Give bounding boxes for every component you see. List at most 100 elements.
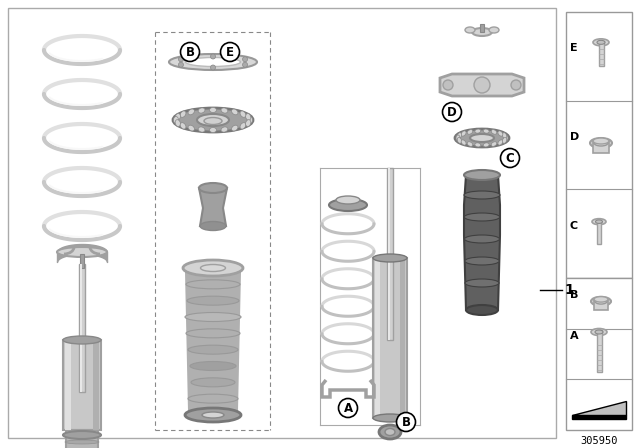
Ellipse shape <box>458 133 461 138</box>
Bar <box>63 340 101 430</box>
Ellipse shape <box>173 116 179 124</box>
Ellipse shape <box>470 134 494 142</box>
Ellipse shape <box>592 219 606 224</box>
Ellipse shape <box>63 336 101 344</box>
Ellipse shape <box>597 40 605 44</box>
Circle shape <box>443 80 453 90</box>
Circle shape <box>179 57 184 62</box>
Ellipse shape <box>464 191 500 199</box>
Circle shape <box>180 43 200 61</box>
Ellipse shape <box>190 362 236 370</box>
Ellipse shape <box>595 330 603 334</box>
Polygon shape <box>199 188 227 226</box>
Ellipse shape <box>175 113 180 121</box>
Ellipse shape <box>188 125 195 131</box>
Ellipse shape <box>489 27 499 33</box>
Ellipse shape <box>461 140 466 145</box>
Ellipse shape <box>183 260 243 276</box>
Circle shape <box>243 57 248 62</box>
Ellipse shape <box>221 108 228 113</box>
Bar <box>597 221 601 244</box>
Ellipse shape <box>591 328 607 336</box>
Ellipse shape <box>209 108 216 112</box>
Ellipse shape <box>498 131 503 136</box>
Ellipse shape <box>373 414 407 422</box>
Ellipse shape <box>492 129 497 134</box>
Bar <box>93 340 99 430</box>
Bar <box>480 24 484 32</box>
Bar <box>566 12 632 278</box>
Ellipse shape <box>185 408 241 422</box>
Ellipse shape <box>200 264 225 271</box>
Ellipse shape <box>461 131 466 136</box>
Text: D: D <box>570 132 579 142</box>
Ellipse shape <box>175 120 180 126</box>
Bar <box>373 258 407 418</box>
Ellipse shape <box>65 440 99 444</box>
Ellipse shape <box>246 120 251 126</box>
Ellipse shape <box>173 108 253 132</box>
Ellipse shape <box>472 28 492 36</box>
Ellipse shape <box>63 431 101 439</box>
Ellipse shape <box>198 127 205 132</box>
Circle shape <box>211 54 216 59</box>
Circle shape <box>474 77 490 93</box>
Ellipse shape <box>379 425 401 439</box>
Ellipse shape <box>458 138 461 143</box>
Ellipse shape <box>209 128 216 133</box>
Ellipse shape <box>594 297 608 302</box>
Ellipse shape <box>373 254 407 262</box>
Ellipse shape <box>590 138 612 148</box>
Bar <box>79 264 85 392</box>
Ellipse shape <box>221 127 228 132</box>
Bar <box>388 168 390 340</box>
Ellipse shape <box>180 123 186 129</box>
Ellipse shape <box>502 138 507 143</box>
Bar <box>594 299 608 310</box>
Ellipse shape <box>199 183 227 193</box>
Ellipse shape <box>467 129 473 134</box>
Polygon shape <box>464 175 500 310</box>
Ellipse shape <box>504 135 508 141</box>
Ellipse shape <box>200 221 226 231</box>
Polygon shape <box>440 74 524 96</box>
Text: A: A <box>570 331 579 341</box>
Ellipse shape <box>186 57 241 66</box>
Polygon shape <box>572 415 626 419</box>
Bar <box>8 8 556 438</box>
Bar <box>566 278 632 430</box>
Text: C: C <box>506 151 515 164</box>
Ellipse shape <box>595 298 607 304</box>
Bar <box>375 258 380 418</box>
Bar <box>66 430 98 448</box>
Ellipse shape <box>483 129 489 133</box>
Ellipse shape <box>464 170 500 180</box>
Ellipse shape <box>240 123 246 129</box>
Ellipse shape <box>456 135 460 141</box>
Ellipse shape <box>188 345 238 354</box>
Text: B: B <box>186 46 195 59</box>
Circle shape <box>211 65 216 70</box>
Ellipse shape <box>169 54 257 70</box>
Ellipse shape <box>595 220 602 224</box>
Ellipse shape <box>188 109 195 115</box>
Ellipse shape <box>475 129 481 133</box>
Ellipse shape <box>246 113 251 121</box>
Ellipse shape <box>198 108 205 113</box>
Ellipse shape <box>186 280 240 289</box>
Ellipse shape <box>188 394 238 403</box>
Circle shape <box>243 62 248 67</box>
Ellipse shape <box>593 138 609 144</box>
Bar <box>598 41 604 66</box>
Ellipse shape <box>466 305 498 315</box>
Ellipse shape <box>465 235 499 243</box>
Ellipse shape <box>336 196 360 204</box>
Bar <box>400 258 405 418</box>
Circle shape <box>511 80 521 90</box>
Ellipse shape <box>475 143 481 147</box>
Ellipse shape <box>329 199 367 211</box>
Ellipse shape <box>502 133 507 138</box>
Ellipse shape <box>465 27 475 33</box>
Ellipse shape <box>202 412 224 418</box>
Ellipse shape <box>464 213 500 221</box>
